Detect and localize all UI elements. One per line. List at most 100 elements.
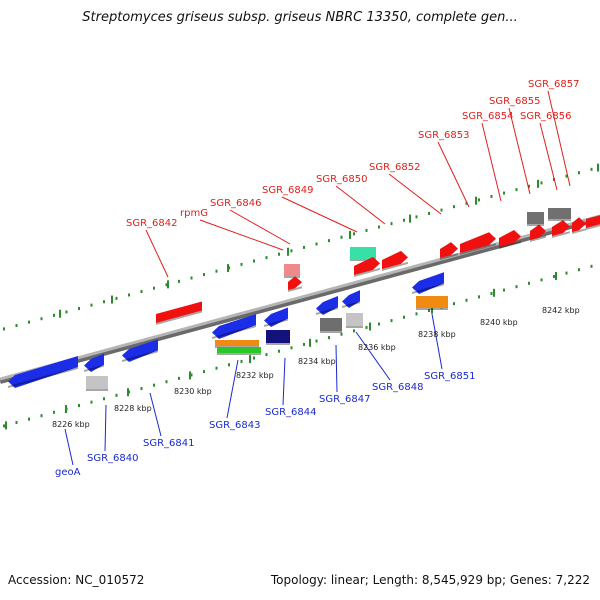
gene-sgr-6846 xyxy=(288,276,302,292)
gene-sgr-6843-shade xyxy=(212,325,256,339)
leader-sgr-6841 xyxy=(149,392,162,437)
gene-sgr-6854-shade xyxy=(499,241,521,249)
gene-sgr-6857-body xyxy=(586,215,600,228)
gene-sgr-6840-body xyxy=(84,353,104,372)
gene-sgr-6844-box-shade xyxy=(266,343,290,345)
gene-sgr-6856b xyxy=(572,217,586,234)
gene-sgr-6847-box-body xyxy=(320,318,342,331)
kbp-label: 8228 kbp xyxy=(114,404,152,413)
gene-sgr-6840-shade xyxy=(84,364,104,372)
leader-sgr-6854 xyxy=(481,122,502,202)
gene-sgr-6847-shade xyxy=(316,307,338,315)
gene-sgr-6855-box-body xyxy=(527,212,544,224)
leader-sgr-6855 xyxy=(508,107,531,195)
gene-sgr-6851-box-shade xyxy=(416,308,448,310)
gene-sgr-6853 xyxy=(460,232,496,255)
page-title: Streptomyces griseus subsp. griseus NBRC… xyxy=(82,10,518,25)
gene-sgr-6840-box-shade xyxy=(86,389,108,391)
gene-geoa xyxy=(8,355,78,388)
kbp-label: 8242 kbp xyxy=(542,306,580,315)
gene-sgr-6841-shade xyxy=(122,350,158,362)
gene-sgr-6850 xyxy=(354,256,380,277)
gene-sgr-6856-box xyxy=(548,208,571,221)
gene-sgr-6856 xyxy=(552,220,570,238)
gene-sgr-6851-shade xyxy=(412,283,444,294)
gene-sgr-6844-box-body xyxy=(266,330,290,343)
gene-sgr-6840-box xyxy=(86,376,108,391)
gene-sgr-6856-body xyxy=(552,220,570,236)
gene-sgr-6851-body xyxy=(412,272,444,294)
gene-sgr-6848-body xyxy=(342,290,360,308)
gene-sgr-6856b-shade xyxy=(572,228,586,234)
label-sgr-6849: SGR_6849 xyxy=(262,185,314,196)
gene-sgr-6849 xyxy=(350,247,376,261)
gene-rpmg-shade xyxy=(284,276,300,278)
gene-sgr-6853-shade xyxy=(460,243,496,255)
gene-sgr-6842-shade xyxy=(156,310,202,325)
gene-sgr-6851-box xyxy=(416,296,448,310)
label-leaders xyxy=(64,90,571,466)
gene-labels: SGR_6842rpmGSGR_6846SGR_6849SGR_6850SGR_… xyxy=(55,79,580,478)
gene-rpmg-body xyxy=(284,264,300,276)
label-sgr-6856: SGR_6856 xyxy=(520,111,572,122)
gene-sgr-6844 xyxy=(264,307,288,327)
gene-sgr-6848-box-body xyxy=(346,313,363,326)
label-sgr-6842: SGR_6842 xyxy=(126,218,178,229)
gene-sgr-6841-body xyxy=(122,339,158,362)
leader-sgr-6857 xyxy=(547,90,571,187)
gene-sgr-6846-shade xyxy=(288,286,302,292)
gene-sgr-6855-box-shade xyxy=(527,224,544,226)
gene-sgr-6850b-shade xyxy=(382,261,408,271)
kbp-labels: 8226 kbp 8228 kbp 8230 kbp 8232 kbp 8234 kbp… xyxy=(52,306,580,429)
gene-sgr-6850-body xyxy=(354,256,380,275)
gene-sgr-6848-box xyxy=(346,313,363,328)
leader-sgr-6843 xyxy=(226,359,239,419)
leader-sgr-6846 xyxy=(229,209,291,245)
gene-sgr-6847-body xyxy=(316,296,338,315)
gene-sgr-6854-body xyxy=(499,230,521,247)
gene-sgr-6844-shade xyxy=(264,318,288,327)
label-sgr-6854: SGR_6854 xyxy=(462,111,514,122)
gene-sgr-6847-box-shade xyxy=(320,331,342,333)
label-rpmg: rpmG xyxy=(180,208,208,219)
gene-sgr-6843-orange xyxy=(215,340,259,348)
leader-sgr-6856 xyxy=(539,122,558,191)
leader-sgr-6852 xyxy=(388,173,442,215)
label-geoa: geoA xyxy=(55,467,81,478)
gene-sgr-6848 xyxy=(342,290,360,308)
kbp-label: 8240 kbp xyxy=(480,318,518,327)
gene-sgr-6855-box xyxy=(527,212,544,226)
leader-sgr-6851 xyxy=(431,313,443,370)
gene-sgr-6852-shade xyxy=(440,253,458,260)
gene-sgr-6856b-body xyxy=(572,217,586,232)
gene-geoa-shade xyxy=(8,366,78,388)
label-sgr-6846: SGR_6846 xyxy=(210,198,262,209)
leader-sgr-6849 xyxy=(281,196,358,233)
leader-rpmg xyxy=(199,219,284,251)
gene-sgr-6848-shade xyxy=(342,301,360,308)
label-sgr-6848: SGR_6848 xyxy=(372,382,424,393)
gene-sgr-6856-box-shade xyxy=(548,219,571,221)
kbp-label: 8232 kbp xyxy=(236,371,274,380)
leader-sgr-6842 xyxy=(145,229,169,278)
label-sgr-6843: SGR_6843 xyxy=(209,420,261,431)
gene-sgr-6840-box-body xyxy=(86,376,108,389)
gene-sgr-6852-body xyxy=(440,242,458,258)
label-sgr-6851: SGR_6851 xyxy=(424,371,476,382)
leader-sgr-6848 xyxy=(355,331,391,381)
kbp-label: 8226 kbp xyxy=(52,420,90,429)
gene-sgr-6855-body xyxy=(530,224,546,240)
gene-sgr-6844-body xyxy=(264,307,288,327)
label-sgr-6841: SGR_6841 xyxy=(143,438,195,449)
accession-text: Accession: NC_010572 xyxy=(8,573,145,587)
label-sgr-6840: SGR_6840 xyxy=(87,453,139,464)
gene-sgr-6847-box xyxy=(320,318,342,333)
gene-sgr-6850b-body xyxy=(382,250,408,269)
label-sgr-6844: SGR_6844 xyxy=(265,407,317,418)
gene-rpmg xyxy=(284,264,300,278)
gene-sgr-6848-box-shade xyxy=(346,326,363,328)
gene-sgr-6849-body xyxy=(350,247,376,259)
label-sgr-6857: SGR_6857 xyxy=(528,79,580,90)
gene-geoa-body xyxy=(8,355,78,388)
